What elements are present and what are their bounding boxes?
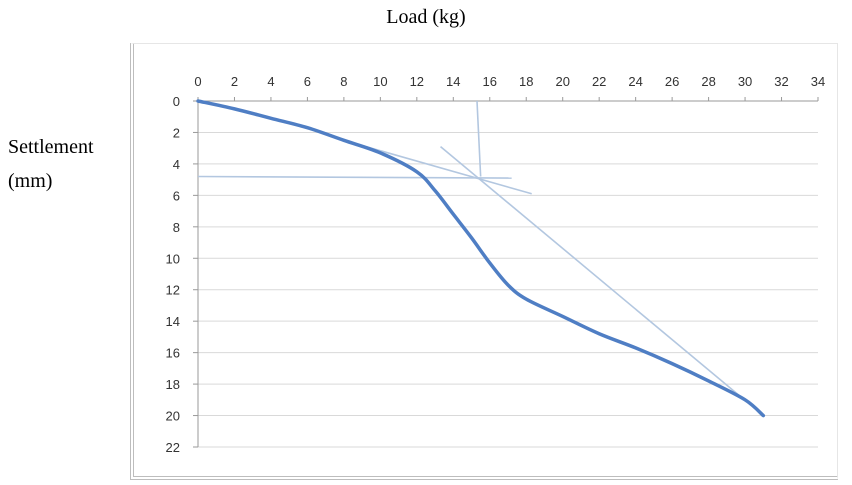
series-group — [196, 99, 766, 418]
construction-line — [197, 175, 512, 179]
x-tick-label: 4 — [267, 74, 274, 89]
y-tick-label: 8 — [173, 220, 180, 235]
chart-frame — [130, 43, 838, 480]
y-tick-label: 2 — [173, 125, 180, 140]
y-tick-label: 16 — [166, 346, 180, 361]
y-axis-title-line2: (mm) — [8, 170, 53, 192]
x-tick-label: 32 — [774, 74, 788, 89]
y-axis-title-line1: Settlement — [8, 136, 94, 158]
y-tick-label: 14 — [166, 314, 180, 329]
x-tick-label: 14 — [446, 74, 460, 89]
axes — [193, 97, 819, 448]
x-tick-label: 10 — [373, 74, 387, 89]
x-tick-label: 26 — [665, 74, 679, 89]
x-tick-label: 22 — [592, 74, 606, 89]
x-tick-label: 24 — [628, 74, 642, 89]
x-tick-label: 30 — [738, 74, 752, 89]
x-tick-label: 28 — [701, 74, 715, 89]
x-tick-label: 16 — [483, 74, 497, 89]
construction-line — [440, 145, 764, 417]
y-tick-label: 10 — [166, 251, 180, 266]
x-tick-label: 8 — [340, 74, 347, 89]
y-tick-label: 6 — [173, 188, 180, 203]
x-tick-label: 18 — [519, 74, 533, 89]
x-axis-title: Load (kg) — [386, 6, 466, 28]
x-tick-label: 6 — [304, 74, 311, 89]
y-tick-label: 20 — [166, 409, 180, 424]
y-axis-title: Settlement (mm) — [8, 130, 128, 198]
x-tick-label: 20 — [555, 74, 569, 89]
construction-line — [476, 100, 482, 177]
y-tick-label: 0 — [173, 94, 180, 109]
y-tick-label: 12 — [166, 283, 180, 298]
x-tick-label: 2 — [231, 74, 238, 89]
settlement-line — [196, 99, 766, 418]
x-tick-label: 34 — [811, 74, 825, 89]
y-tick-label: 4 — [173, 157, 180, 172]
y-tick-label: 22 — [166, 440, 180, 455]
grid-lines — [198, 131, 818, 448]
x-tick-label: 12 — [410, 74, 424, 89]
y-tick-label: 18 — [166, 377, 180, 392]
x-tick-label: 0 — [194, 74, 201, 89]
